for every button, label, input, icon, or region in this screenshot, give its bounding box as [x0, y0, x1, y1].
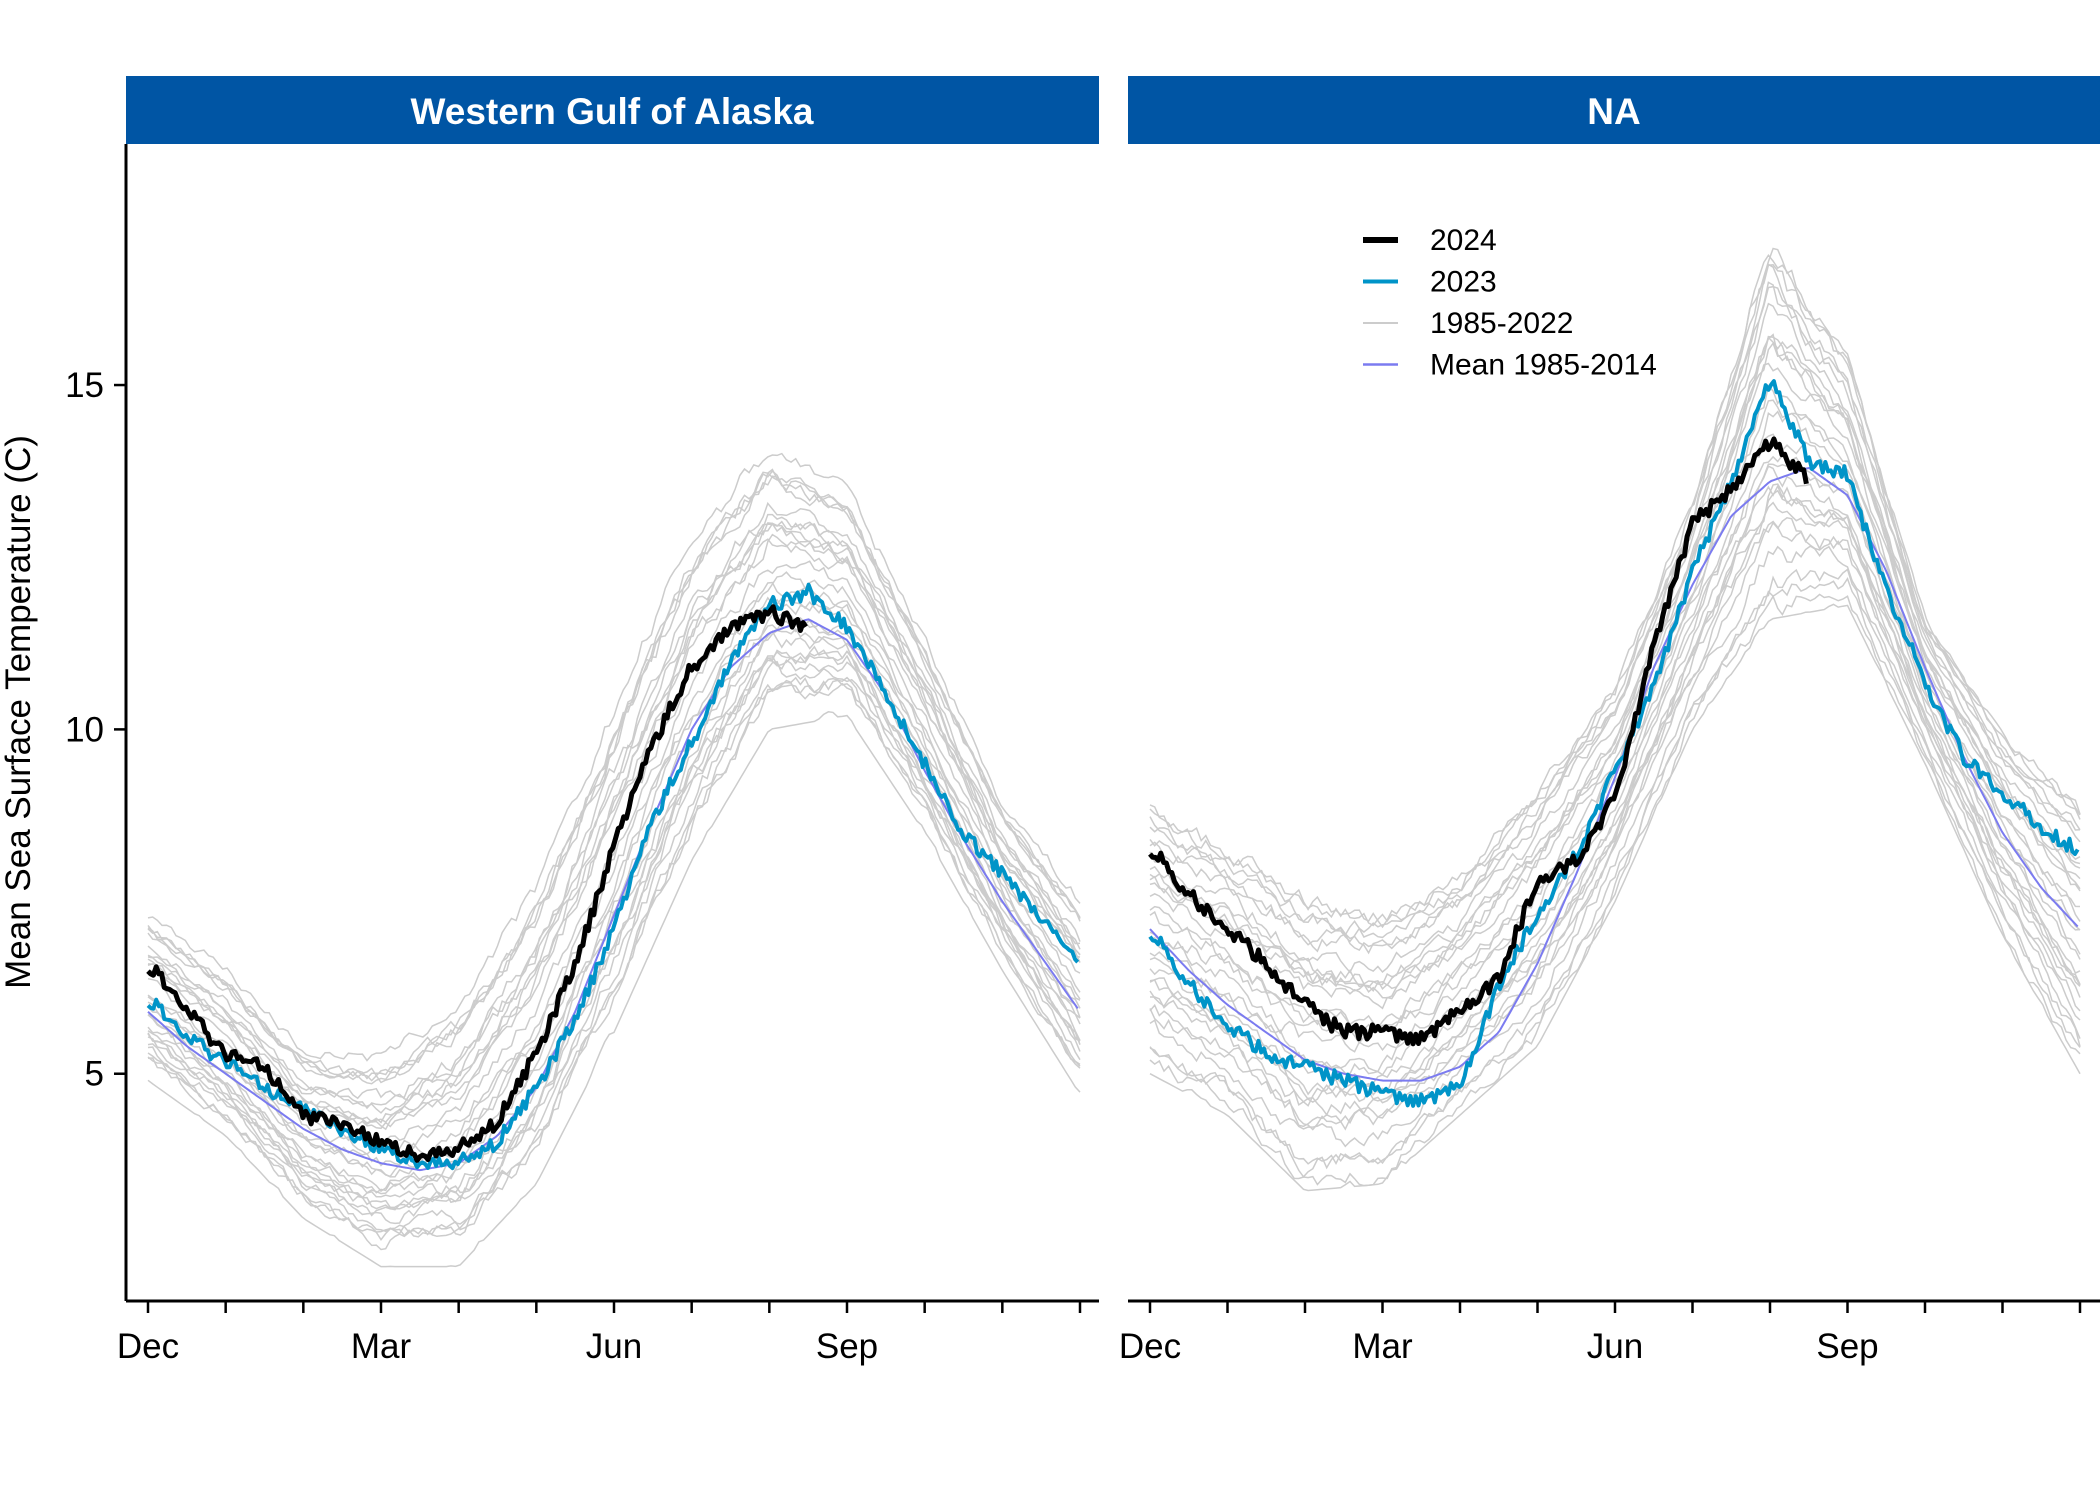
historic-line-16	[147, 581, 1081, 1167]
historic-line-29	[147, 471, 1081, 1079]
historic-line-24	[1149, 335, 2081, 992]
x-tick-label: Dec	[117, 1327, 179, 1366]
panel-na: NA Dec Mar Jun Sep	[1119, 76, 2100, 1366]
historic-line-10	[1149, 484, 2081, 1103]
historic-line-23	[1149, 302, 2081, 974]
historic-line-20	[147, 522, 1081, 1126]
legend: 2024 2023 1985-2022 Mean 1985-2014	[1363, 224, 1657, 382]
x-tick-label: Dec	[1119, 1327, 1181, 1366]
historic-line-6	[1149, 520, 2081, 1131]
historic-line-27	[1149, 281, 2081, 953]
legend-label-2023: 2023	[1430, 266, 1497, 299]
historic-line-8	[147, 655, 1081, 1225]
historic-line-4	[1149, 568, 2081, 1165]
y-axis-title: Mean Sea Surface Temperature (C)	[0, 435, 38, 989]
historic-line-5	[1149, 545, 2081, 1148]
historic-line-18	[1149, 399, 2081, 1038]
historic-line-22	[1149, 336, 2081, 986]
historic-line-9	[1149, 489, 2081, 1107]
historic-line-12	[1149, 465, 2081, 1088]
historic-line-4	[147, 676, 1081, 1242]
historic-line-15	[147, 596, 1081, 1178]
historic-line-21	[147, 522, 1081, 1124]
historic-line-19	[1149, 362, 2081, 1010]
historic-line-30	[1149, 247, 2081, 929]
historic-line-20	[1149, 333, 2081, 992]
historic-line-24	[147, 513, 1081, 1114]
historic-line-17	[147, 571, 1081, 1156]
historic-line-18	[147, 560, 1081, 1148]
historic-line-22	[147, 538, 1081, 1131]
historic-line-30	[147, 452, 1081, 1062]
panel-western-gulf: Western Gulf of Alaska Dec Mar Jun Sep 5 10 15	[65, 76, 1099, 1366]
historic-line-1	[1149, 603, 2081, 1192]
historic-line-23	[147, 501, 1081, 1100]
historic-line-19	[147, 533, 1081, 1130]
strip-na	[1128, 76, 2100, 144]
historic-line-11	[1149, 483, 2081, 1098]
y-tick-label: 5	[85, 1055, 104, 1094]
x-tick-label: Mar	[1352, 1327, 1413, 1366]
legend-label-mean-1985-2014: Mean 1985-2014	[1430, 349, 1657, 382]
y-tick-label: 10	[65, 710, 104, 749]
historic-line-26	[1149, 263, 2081, 943]
historic-line-28	[147, 470, 1081, 1084]
historic-line-13	[1149, 454, 2081, 1076]
historic-line-25	[147, 520, 1081, 1110]
historic-line-1	[147, 711, 1081, 1268]
x-tick-label: Jun	[586, 1327, 642, 1366]
legend-label-2024: 2024	[1430, 224, 1497, 257]
series-2023	[1148, 379, 2080, 1108]
historic-line-3	[1149, 577, 2081, 1178]
series-2024	[146, 604, 808, 1163]
plot-area-western-gulf: Dec Mar Jun Sep 5 10 15	[65, 144, 1099, 1366]
x-tick-label: Jun	[1587, 1327, 1643, 1366]
legend-label-1985-2022: 1985-2022	[1430, 307, 1573, 340]
strip-western-gulf	[126, 76, 1099, 144]
x-tick-label: Mar	[351, 1327, 412, 1366]
historic-line-5	[147, 660, 1081, 1235]
panel-title-western-gulf: Western Gulf of Alaska	[411, 91, 814, 132]
y-tick-label: 15	[65, 366, 104, 405]
series-2024	[1148, 436, 1809, 1047]
historic-line-9	[147, 649, 1081, 1209]
plot-area-na: Dec Mar Jun Sep	[1119, 247, 2100, 1366]
historic-line-2	[1149, 593, 2081, 1187]
historic-line-27	[147, 468, 1081, 1080]
x-tick-label: Sep	[816, 1327, 878, 1366]
panel-title-na: NA	[1587, 91, 1640, 132]
x-tick-label: Sep	[1816, 1327, 1878, 1366]
historic-line-25	[1149, 285, 2081, 955]
historic-line-8	[1149, 516, 2081, 1131]
